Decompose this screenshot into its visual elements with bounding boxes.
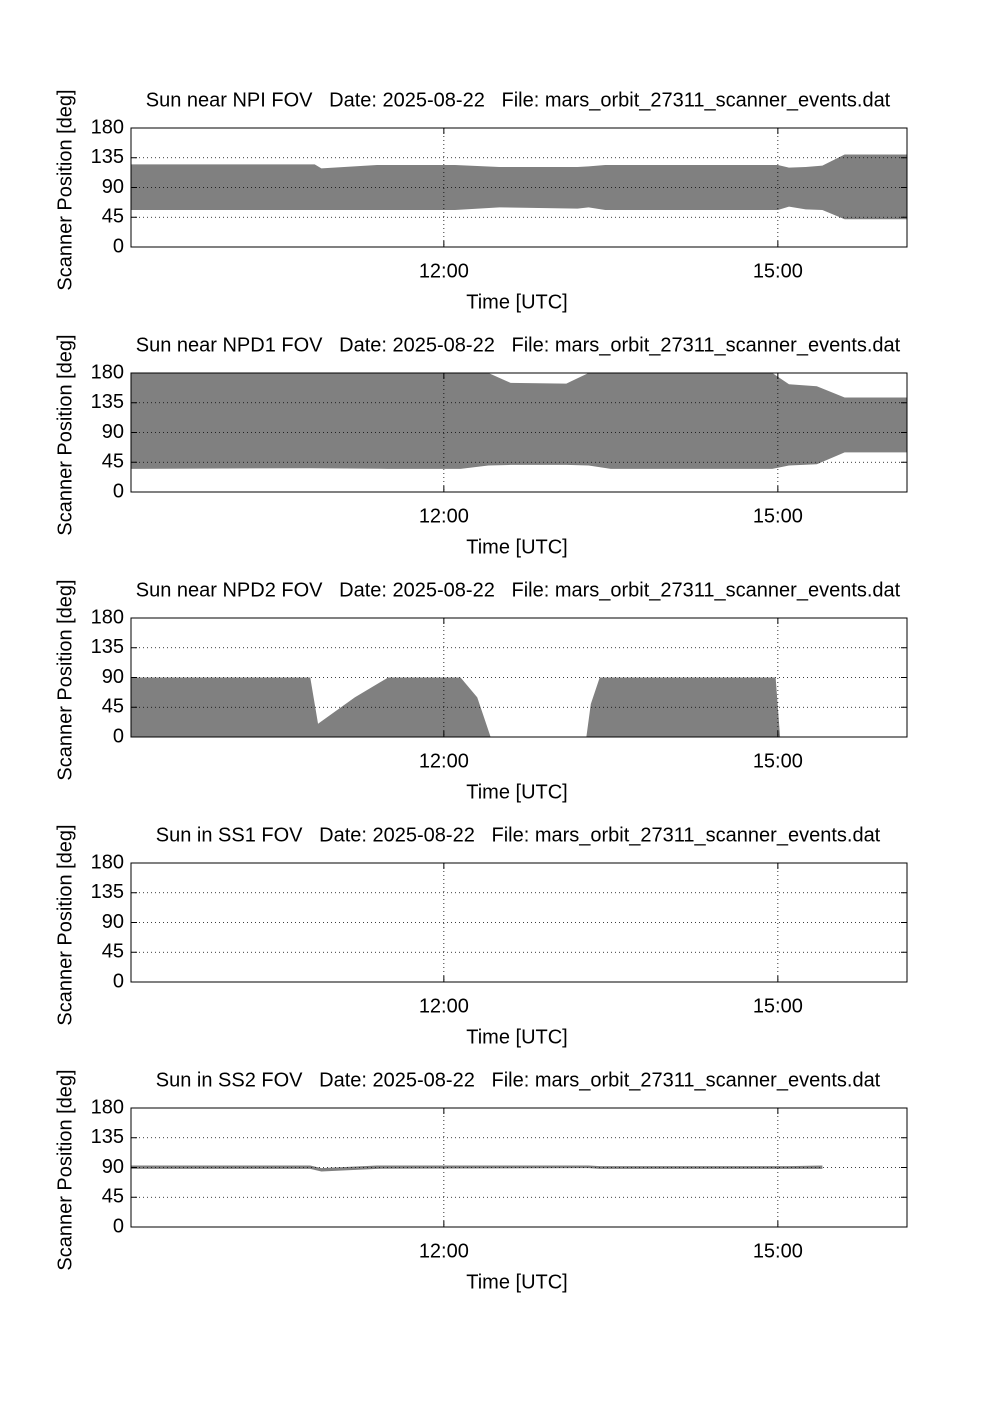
subplot-title: Sun in SS1 FOV Date: 2025-08-22 File: ma…	[156, 824, 881, 846]
x-axis-label: Time [UTC]	[466, 291, 567, 313]
y-tick-label: 0	[113, 970, 124, 992]
subplot: 0 45 90 135 180 12:00 15:00 Sun near NPI FOV Da…	[54, 89, 908, 313]
subplot-title: Sun near NPD2 FOV Date: 2025-08-22 File:…	[136, 579, 901, 601]
x-axis-label: Time [UTC]	[466, 781, 567, 803]
plot-frame	[130, 372, 908, 493]
y-tick-label: 45	[102, 696, 124, 718]
y-tick-label: 135	[91, 1126, 124, 1148]
y-tick-label: 180	[91, 606, 124, 628]
x-tick-label: 12:00	[419, 1240, 469, 1262]
y-tick-label: 180	[91, 116, 124, 138]
y-axis-label: Scanner Position [deg]	[54, 824, 76, 1025]
y-tick-label: 0	[113, 725, 124, 747]
x-tick-label: 12:00	[419, 750, 469, 772]
band-area	[131, 373, 907, 469]
x-tick-label: 15:00	[753, 1240, 803, 1262]
y-tick-label: 45	[102, 941, 124, 963]
y-axis-label: Scanner Position [deg]	[54, 334, 76, 535]
plot-frame	[130, 1107, 908, 1228]
x-tick-label: 15:00	[753, 260, 803, 282]
plot-frame	[130, 127, 908, 248]
y-tick-label: 135	[91, 636, 124, 658]
y-axis-label: Scanner Position [deg]	[54, 89, 76, 290]
plot-frame	[130, 862, 908, 983]
subplot-title: Sun near NPD1 FOV Date: 2025-08-22 File:…	[136, 334, 901, 356]
x-tick-label: 12:00	[419, 260, 469, 282]
y-tick-label: 180	[91, 851, 124, 873]
y-tick-label: 135	[91, 881, 124, 903]
y-tick-label: 135	[91, 146, 124, 168]
x-tick-label: 15:00	[753, 995, 803, 1017]
plot-frame	[130, 617, 908, 738]
y-tick-label: 90	[102, 911, 124, 933]
y-tick-label: 135	[91, 391, 124, 413]
x-tick-label: 12:00	[419, 505, 469, 527]
x-tick-label: 12:00	[419, 995, 469, 1017]
x-tick-label: 15:00	[753, 505, 803, 527]
band-area	[131, 154, 907, 220]
y-tick-label: 0	[113, 235, 124, 257]
y-tick-label: 90	[102, 176, 124, 198]
x-axis-label: Time [UTC]	[466, 1271, 567, 1293]
y-tick-label: 90	[102, 666, 124, 688]
y-tick-label: 0	[113, 1215, 124, 1237]
subplot-title: Sun in SS2 FOV Date: 2025-08-22 File: ma…	[156, 1069, 881, 1091]
y-tick-label: 0	[113, 480, 124, 502]
y-tick-label: 90	[102, 421, 124, 443]
y-axis-label: Scanner Position [deg]	[54, 579, 76, 780]
subplot: 0 45 90 135 180 12:00 15:00 Sun in SS2 FOV Date…	[54, 1069, 908, 1293]
y-tick-label: 45	[102, 206, 124, 228]
subplot: 0 45 90 135 180 12:00 15:00 Sun near NPD2 FOV D…	[54, 579, 908, 803]
band-area	[131, 677, 907, 737]
x-axis-label: Time [UTC]	[466, 536, 567, 558]
subplot-title: Sun near NPI FOV Date: 2025-08-22 File: …	[146, 89, 891, 111]
x-tick-label: 15:00	[753, 750, 803, 772]
band-area	[131, 1165, 823, 1172]
x-axis-label: Time [UTC]	[466, 1026, 567, 1048]
subplot: 0 45 90 135 180 12:00 15:00 Sun in SS1 FOV Date…	[54, 824, 908, 1048]
y-axis-label: Scanner Position [deg]	[54, 1069, 76, 1270]
y-tick-label: 180	[91, 361, 124, 383]
y-tick-label: 90	[102, 1156, 124, 1178]
y-tick-label: 45	[102, 1186, 124, 1208]
subplot: 0 45 90 135 180 12:00 15:00 Sun near NPD1 FOV D…	[54, 334, 908, 558]
y-tick-label: 45	[102, 451, 124, 473]
y-tick-label: 180	[91, 1096, 124, 1118]
